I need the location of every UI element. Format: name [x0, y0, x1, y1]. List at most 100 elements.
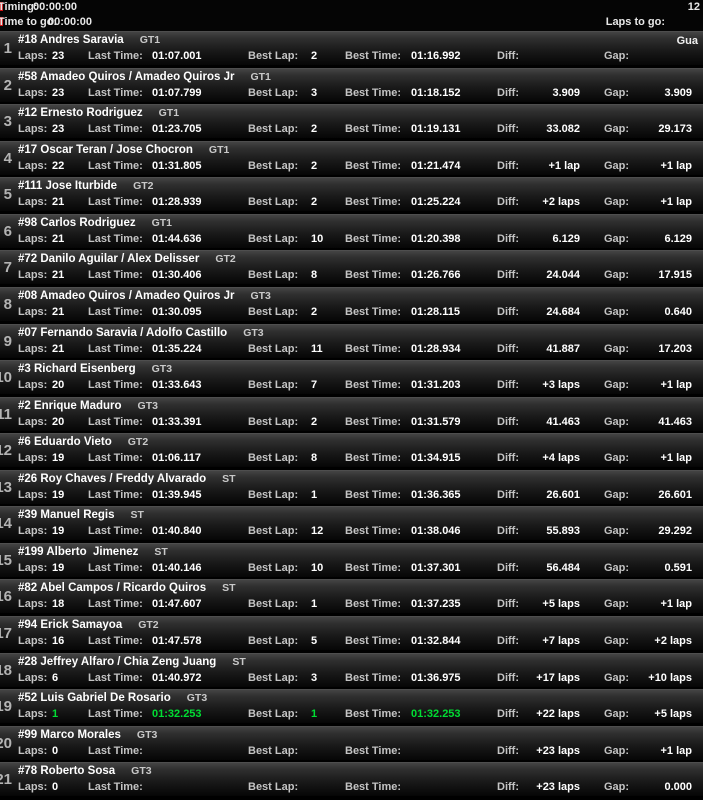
standings-row[interactable]: 20 #99 Marco Morales GT3 Laps: 0 Last Tim… — [0, 725, 703, 760]
standings-row[interactable]: 12 #6 Eduardo Vieto GT2 Laps: 19 Last Tim… — [0, 433, 703, 468]
standings-row[interactable]: 1 #18 Andres Saravia GT1 Gua Laps: 23 Las… — [0, 31, 703, 65]
class-badge: ST — [222, 582, 236, 595]
standings-row[interactable]: 11 #2 Enrique Maduro GT3 Laps: 20 Last Ti… — [0, 396, 703, 431]
gap-value: 0.000 — [664, 781, 692, 794]
driver-names: #07 Fernando Saravia / Adolfo Castillo — [18, 326, 228, 339]
diff-label: Diff: — [497, 305, 519, 318]
standings-row[interactable]: 16 #82 Abel Campos / Ricardo Quiros ST La… — [0, 579, 703, 614]
best-lap-value: 7 — [311, 379, 318, 392]
laps-value: 21 — [52, 196, 65, 209]
best-lap-value: 10 — [311, 232, 324, 245]
last-time-label: Last Time: — [88, 635, 143, 647]
gap-label: Gap: — [604, 781, 630, 794]
diff-value: +1 lap — [548, 159, 581, 172]
laps-value: 19 — [52, 525, 65, 538]
class-badge: GT1 — [139, 34, 161, 46]
driver-names: #6 Eduardo Vieto — [18, 436, 112, 449]
last-time-label: Last Time: — [88, 561, 143, 574]
gap-label: Gap: — [604, 488, 630, 501]
standings-row[interactable]: 2 #58 Amadeo Quiros / Amadeo Quiros Jr GT… — [0, 67, 703, 102]
standings-row[interactable]: 17 #94 Erick Samayoa GT2 Laps: 16 Last Ti… — [0, 616, 703, 650]
position-number: 2 — [3, 76, 12, 94]
laps-value: 20 — [52, 415, 65, 428]
best-lap-label: Best Lap: — [248, 269, 299, 282]
driver-names: #78 Roberto Sosa — [18, 765, 116, 778]
best-time-value: 01:20.398 — [411, 232, 461, 245]
standings-row[interactable]: 10 #3 Richard Eisenberg GT3 Laps: 20 Last… — [0, 360, 703, 395]
driver-names: #52 Luis Gabriel De Rosario — [18, 692, 171, 705]
diff-label: Diff: — [497, 86, 519, 99]
class-badge: GT3 — [186, 692, 208, 705]
entry-name: #58 Amadeo Quiros / Amadeo Quiros Jr GT1 — [18, 71, 271, 83]
gap-label: Gap: — [604, 671, 630, 684]
class-badge: GT3 — [151, 363, 173, 376]
best-time-label: Best Time: — [345, 635, 402, 647]
driver-names: #111 Jose Iturbide — [18, 180, 118, 193]
last-time-value: 01:40.840 — [152, 525, 202, 538]
gap-value: 3.909 — [664, 86, 692, 99]
best-time-label: Best Time: — [345, 232, 402, 245]
standings-row[interactable]: 13 #26 Roy Chaves / Freddy Alvarado ST La… — [0, 469, 703, 504]
gap-label: Gap: — [604, 635, 630, 647]
best-lap-label: Best Lap: — [248, 123, 299, 136]
row-note: Gua — [676, 35, 698, 47]
gap-label: Gap: — [604, 342, 630, 355]
best-time-value: 01:19.131 — [411, 123, 461, 136]
entry-name: #199 Alberto Jimenez ST — [18, 546, 168, 558]
laps-label: Laps: — [18, 598, 48, 611]
standings-row[interactable]: 5 #111 Jose Iturbide GT2 Laps: 21 Last Ti… — [0, 177, 703, 212]
gap-value: +1 lap — [660, 452, 693, 465]
class-badge: GT2 — [138, 619, 159, 631]
best-lap-value: 2 — [311, 305, 318, 318]
class-badge: ST — [222, 472, 236, 485]
last-time-value: 01:28.939 — [152, 196, 202, 209]
position-number: 7 — [3, 259, 12, 277]
best-lap-value: 1 — [311, 708, 318, 721]
driver-names: #28 Jeffrey Alfaro / Chia Zeng Juang — [18, 655, 217, 668]
driver-names: #199 Alberto Jimenez — [18, 545, 139, 558]
last-time-label: Last Time: — [88, 379, 143, 392]
last-time-label: Last Time: — [88, 269, 143, 282]
last-time-value: 01:47.578 — [152, 635, 202, 647]
standings-row[interactable]: 6 #98 Carlos Rodriguez GT1 Laps: 21 Last … — [0, 213, 703, 248]
diff-label: Diff: — [497, 598, 519, 611]
best-lap-label: Best Lap: — [248, 159, 299, 172]
last-time-label: Last Time: — [88, 159, 143, 172]
standings-row[interactable]: 4 #17 Oscar Teran / Jose Chocron GT1 Laps… — [0, 140, 703, 175]
best-time-label: Best Time: — [345, 744, 402, 757]
gap-value: 26.601 — [658, 488, 692, 501]
diff-label: Diff: — [497, 159, 519, 172]
laps-value: 0 — [52, 781, 59, 794]
class-badge: GT1 — [151, 216, 173, 229]
best-time-value: 01:28.934 — [411, 342, 461, 355]
gap-label: Gap: — [604, 452, 630, 465]
laps-value: 0 — [52, 744, 59, 757]
gap-label: Gap: — [604, 598, 630, 611]
class-badge: GT3 — [136, 728, 158, 741]
standings-row[interactable]: 18 #28 Jeffrey Alfaro / Chia Zeng Juang S… — [0, 652, 703, 687]
last-time-value: 01:30.406 — [152, 269, 202, 282]
standings-row[interactable]: 21 #78 Roberto Sosa GT3 Laps: 0 Last Time… — [0, 762, 703, 797]
best-time-value: 01:32.844 — [411, 635, 461, 647]
standings-row[interactable]: 14 #39 Manuel Regis ST Laps: 19 Last Time… — [0, 506, 703, 541]
standings-row[interactable]: 7 #72 Danilo Aguilar / Alex Delisser GT2 … — [0, 250, 703, 285]
last-time-label: Last Time: — [88, 232, 143, 245]
laps-value: 23 — [52, 86, 65, 99]
laps-label: Laps: — [18, 50, 48, 62]
position-number: 5 — [3, 186, 12, 204]
class-badge: ST — [130, 509, 144, 522]
driver-names: #08 Amadeo Quiros / Amadeo Quiros Jr — [18, 289, 235, 302]
entry-name: #111 Jose Iturbide GT2 — [18, 180, 154, 192]
standings-row[interactable]: 15 #199 Alberto Jimenez ST Laps: 19 Last … — [0, 542, 703, 577]
standings-row[interactable]: 9 #07 Fernando Saravia / Adolfo Castillo… — [0, 323, 703, 358]
last-time-label: Last Time: — [88, 781, 143, 794]
best-lap-label: Best Lap: — [248, 379, 299, 392]
standings-row[interactable]: 8 #08 Amadeo Quiros / Amadeo Quiros Jr GT… — [0, 286, 703, 321]
best-lap-value: 2 — [311, 159, 318, 172]
standings-row[interactable]: 3 #12 Ernesto Rodriguez GT1 Laps: 23 Last… — [0, 104, 703, 139]
best-time-label: Best Time: — [345, 671, 402, 684]
gap-label: Gap: — [604, 305, 630, 318]
driver-names: #98 Carlos Rodriguez — [18, 216, 136, 229]
gap-value: 29.292 — [658, 525, 692, 538]
